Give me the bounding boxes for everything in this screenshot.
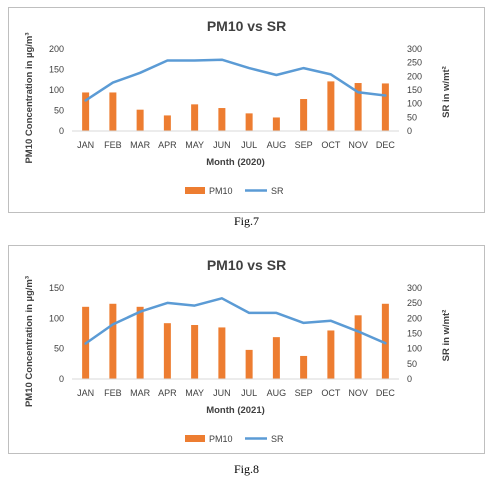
y2-tick-label: 150 [407, 329, 422, 339]
legend-label-pm10: PM10 [209, 434, 233, 444]
chart-2-frame: PM10 vs SR 0 50 100 150 0 50 100 150 200 250 300 JAN… [8, 245, 485, 454]
bar-pm10 [218, 108, 226, 131]
x-tick-label: DEC [376, 388, 396, 398]
legend-swatch-pm10 [185, 187, 205, 194]
bar-pm10 [354, 83, 362, 131]
legend-label-sr: SR [271, 186, 284, 196]
x-tick-label: AUG [267, 140, 287, 150]
x-tick-label: JAN [77, 140, 94, 150]
y2-tick-label: 50 [407, 359, 417, 369]
y-axis-label: PM10 Concentration in µg/m³ [24, 276, 35, 407]
bar-pm10 [272, 117, 280, 131]
y-tick-label: 100 [49, 85, 64, 95]
y-tick-label: 50 [54, 106, 64, 116]
y2-tick-label: 300 [407, 283, 422, 293]
x-tick-label: DEC [376, 140, 396, 150]
y2-tick-label: 200 [407, 71, 422, 81]
bar-pm10 [218, 327, 226, 379]
bar-pm10 [82, 92, 90, 131]
bar-pm10 [163, 115, 171, 131]
x-tick-label: FEB [104, 388, 122, 398]
y-tick-label: 0 [59, 126, 64, 136]
y2-axis-label: SR in w/mt² [441, 66, 452, 118]
y2-tick-label: 0 [407, 126, 412, 136]
legend-label-pm10: PM10 [209, 186, 233, 196]
y2-tick-label: 250 [407, 58, 422, 68]
x-tick-label: JAN [77, 388, 94, 398]
y2-axis-label: SR in w/mt² [441, 310, 452, 362]
x-tick-label: MAR [130, 140, 151, 150]
y-axis-label: PM10 Concentration in µg/m³ [24, 32, 35, 163]
x-tick-label: OCT [321, 140, 341, 150]
y2-tick-label: 50 [407, 112, 417, 122]
y-tick-label: 150 [49, 283, 64, 293]
y2-tick-label: 100 [407, 344, 422, 354]
bar-pm10 [272, 337, 280, 379]
y-tick-label: 50 [54, 344, 64, 354]
legend-swatch-pm10 [185, 435, 205, 442]
x-tick-label: NOV [348, 388, 368, 398]
x-tick-label: AUG [267, 388, 287, 398]
x-tick-label: JUL [241, 388, 257, 398]
legend-label-sr: SR [271, 434, 284, 444]
x-tick-label: MAR [130, 388, 151, 398]
x-tick-label: FEB [104, 140, 122, 150]
y2-tick-label: 250 [407, 298, 422, 308]
bar-pm10 [191, 325, 199, 379]
bar-pm10 [191, 104, 199, 131]
chart-1: PM10 vs SR 0 50 100 150 200 0 50 100 150 200 250 300… [24, 18, 452, 196]
y-tick-label: 100 [49, 313, 64, 323]
x-tick-label: OCT [321, 388, 341, 398]
y2-tick-label: 100 [407, 99, 422, 109]
x-tick-label: SEP [295, 140, 313, 150]
bar-pm10 [109, 92, 117, 131]
y2-tick-label: 150 [407, 85, 422, 95]
bar-pm10 [327, 330, 335, 379]
x-tick-label: JUN [213, 388, 231, 398]
bar-pm10 [136, 109, 144, 131]
x-tick-label: APR [158, 388, 177, 398]
x-tick-label: APR [158, 140, 177, 150]
bar-pm10 [136, 306, 144, 379]
bar-pm10 [381, 83, 389, 131]
line-sr [84, 297, 387, 345]
y2-tick-label: 200 [407, 313, 422, 323]
x-axis-label: Month (2021) [206, 405, 265, 416]
x-tick-label: SEP [295, 388, 313, 398]
x-tick-label: MAY [185, 140, 204, 150]
chart-title: PM10 vs SR [207, 18, 286, 34]
chart-2: PM10 vs SR 0 50 100 150 0 50 100 150 200 250 300 JAN… [24, 257, 452, 444]
x-tick-label: JUL [241, 140, 257, 150]
bar-pm10 [300, 355, 308, 379]
figure-caption-1: Fig.7 [233, 214, 259, 228]
bar-pm10 [381, 303, 389, 379]
x-tick-label: JUN [213, 140, 231, 150]
bar-pm10 [163, 323, 171, 379]
bar-pm10 [354, 315, 362, 379]
bar-pm10 [245, 113, 253, 131]
bar-pm10 [245, 349, 253, 379]
bar-pm10 [327, 81, 335, 131]
figure-caption-2: Fig.8 [233, 462, 259, 476]
y2-tick-label: 0 [407, 374, 412, 384]
y-tick-label: 150 [49, 65, 64, 75]
x-tick-label: MAY [185, 388, 204, 398]
y2-tick-label: 300 [407, 44, 422, 54]
line-sr [84, 58, 387, 102]
chart-title: PM10 vs SR [207, 257, 286, 273]
bar-pm10 [300, 99, 308, 131]
x-tick-label: NOV [348, 140, 368, 150]
y-tick-label: 0 [59, 374, 64, 384]
x-axis-label: Month (2020) [206, 157, 265, 168]
chart-1-frame: PM10 vs SR 0 50 100 150 200 0 50 100 150 200 250 300… [8, 7, 485, 213]
bar-pm10 [109, 303, 117, 379]
y-tick-label: 200 [49, 44, 64, 54]
